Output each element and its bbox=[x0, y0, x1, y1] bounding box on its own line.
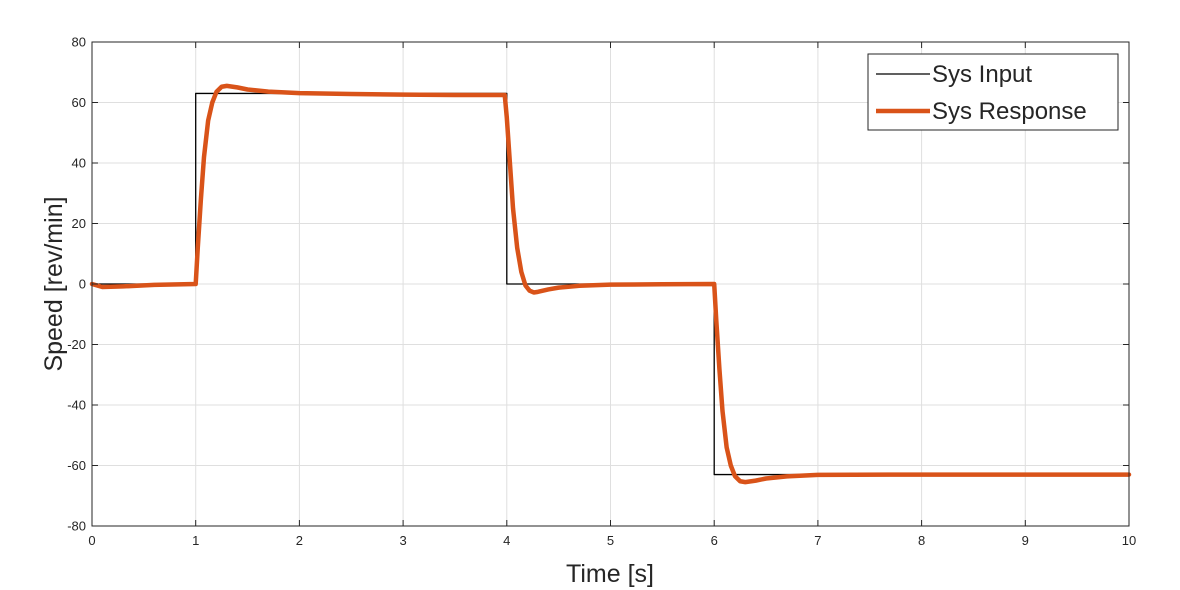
y-tick-label: 60 bbox=[72, 95, 86, 110]
x-tick-label: 1 bbox=[192, 533, 199, 548]
legend-label-1: Sys Input bbox=[932, 61, 1032, 88]
x-tick-label: 2 bbox=[296, 533, 303, 548]
y-tick-label: -20 bbox=[67, 337, 86, 352]
y-tick-label: -80 bbox=[67, 519, 86, 534]
plot-area: 0 1 2 3 4 5 6 7 8 9 10 -80 -60 -40 -20 0 20 40 60 80 Sys Inp… bbox=[67, 35, 1136, 549]
y-tick-label: -40 bbox=[67, 398, 86, 413]
x-tick-label: 7 bbox=[814, 533, 821, 548]
legend-label-2: Sys Response bbox=[932, 98, 1087, 125]
x-tick-label: 5 bbox=[607, 533, 614, 548]
x-tick-label: 10 bbox=[1122, 533, 1136, 548]
x-axis-label: Time [s] bbox=[566, 560, 654, 588]
x-tick-label: 3 bbox=[399, 533, 406, 548]
y-tick-label: 20 bbox=[72, 216, 86, 231]
y-tick-label: 80 bbox=[72, 35, 86, 50]
x-tick-label: 9 bbox=[1022, 533, 1029, 548]
y-tick-label: -60 bbox=[67, 458, 86, 473]
x-tick-label: 4 bbox=[503, 533, 510, 548]
y-tick-label: 0 bbox=[79, 277, 86, 292]
series-line-2 bbox=[89, 83, 1132, 485]
x-tick-label: 8 bbox=[918, 533, 925, 548]
y-tick-label: 40 bbox=[72, 156, 86, 171]
x-tick-label: 0 bbox=[88, 533, 95, 548]
legend-box bbox=[867, 53, 1119, 131]
x-tick-label: 6 bbox=[711, 533, 718, 548]
y-axis-label: Speed [rev/min] bbox=[40, 196, 68, 371]
